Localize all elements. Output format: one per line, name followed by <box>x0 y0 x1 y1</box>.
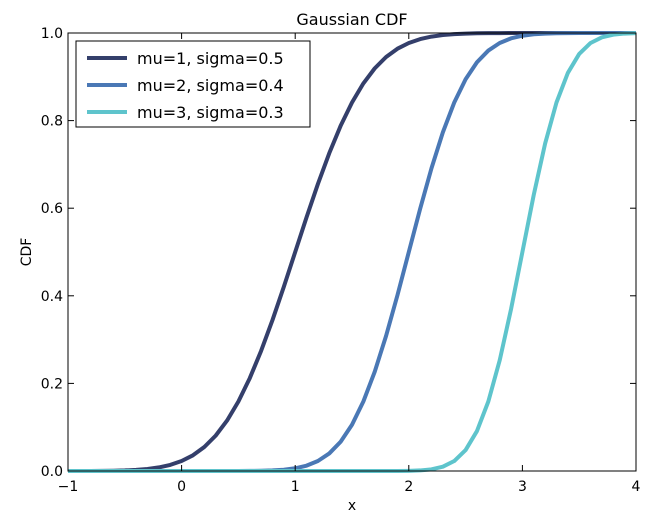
x-tick-label: 3 <box>518 479 527 495</box>
legend: mu=1, sigma=0.5 mu=2, sigma=0.4 mu=3, sigm… <box>75 40 311 128</box>
x-tick-label: 4 <box>632 479 641 495</box>
x-axis-title: x <box>348 498 356 514</box>
legend-label-1: mu=1, sigma=0.5 <box>137 49 284 68</box>
y-tick-label: 0.2 <box>41 376 63 392</box>
y-tick-label: 0.8 <box>41 114 63 130</box>
x-tick-label: 0 <box>177 479 186 495</box>
legend-label-2: mu=2, sigma=0.4 <box>137 76 284 95</box>
x-tick-label: −1 <box>58 479 79 495</box>
plot-frame <box>67 32 637 472</box>
chart-title: Gaussian CDF <box>296 10 407 29</box>
legend-label-3: mu=3, sigma=0.3 <box>137 103 284 122</box>
y-tick-label: 1.0 <box>41 26 63 42</box>
y-tick-label: 0.6 <box>41 201 63 217</box>
x-tick-label: 1 <box>291 479 300 495</box>
y-tick-label: 0.0 <box>41 464 63 480</box>
y-axis-title: CDF <box>19 238 35 267</box>
x-tick-label: 2 <box>404 479 413 495</box>
y-tick-label: 0.4 <box>41 289 63 305</box>
ticks-layer: −1 0 1 2 3 4 0.0 0.2 0.4 0.6 0.8 1.0 <box>41 26 641 495</box>
